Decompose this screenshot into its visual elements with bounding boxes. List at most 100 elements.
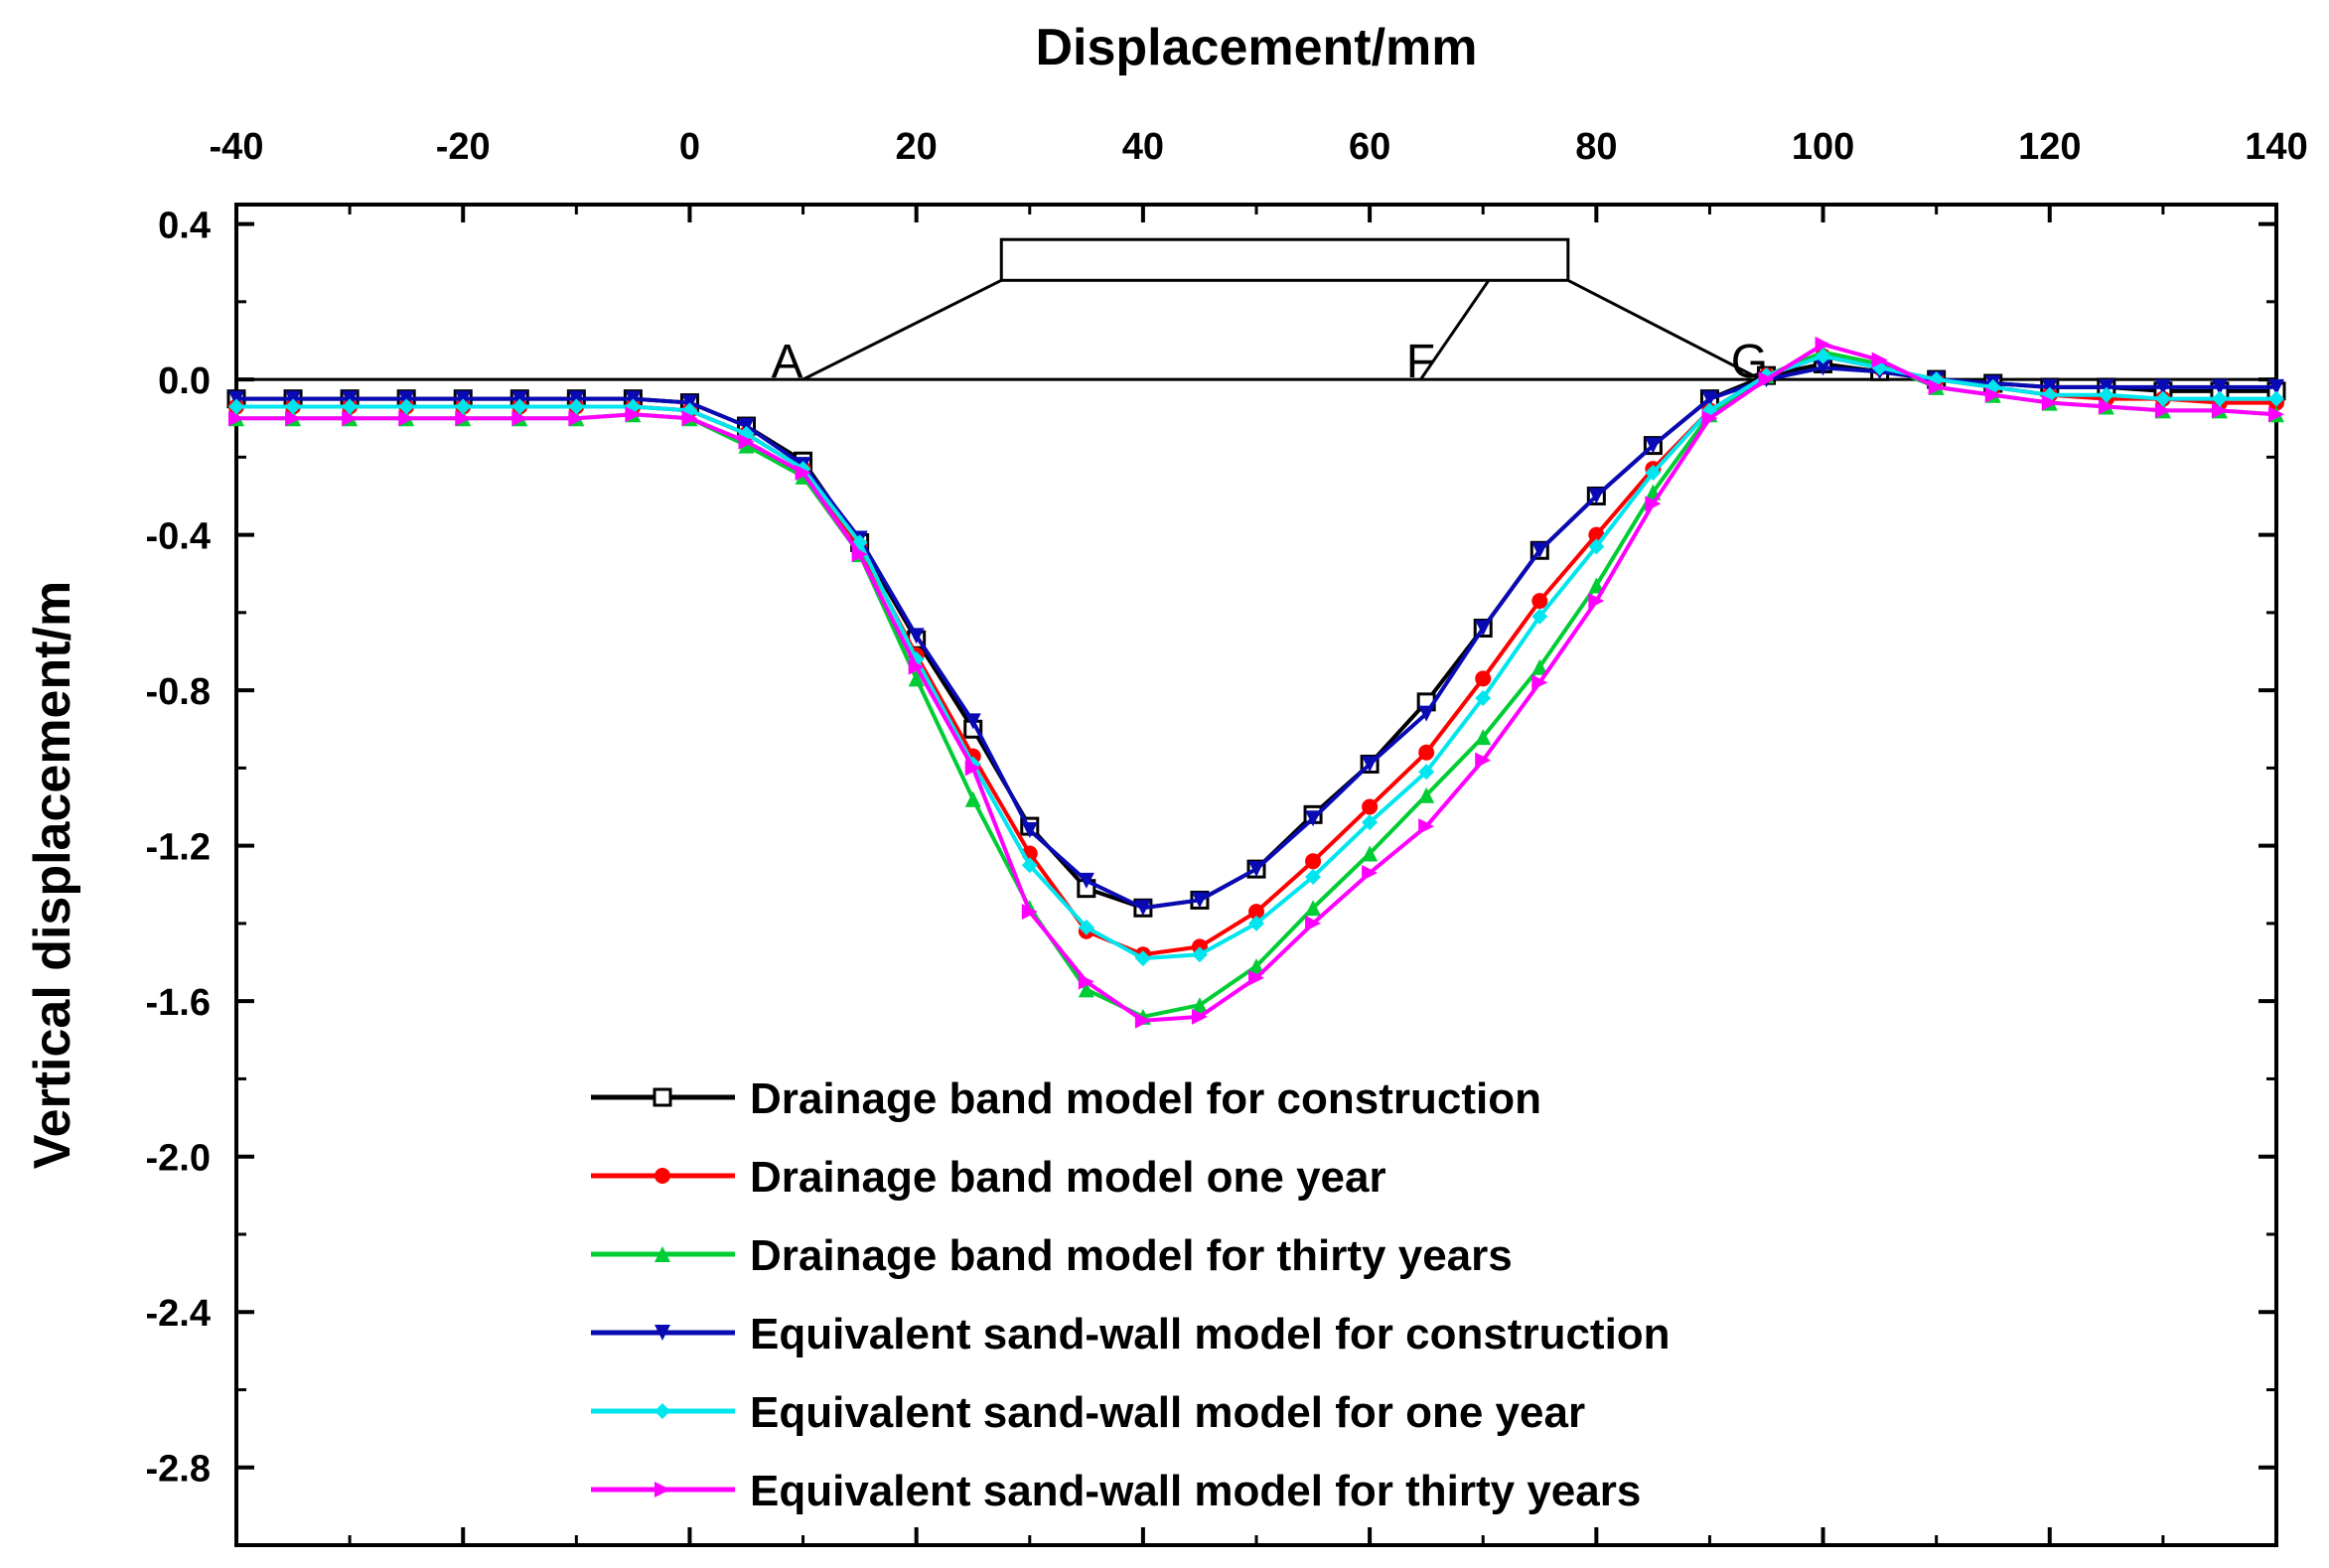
- x-tick-label: 60: [1349, 126, 1390, 168]
- y-tick-label: 0.4: [158, 206, 211, 247]
- series-point: [1134, 950, 1151, 967]
- series-line: [236, 361, 2276, 911]
- legend-swatch-marker: [655, 1168, 670, 1184]
- series-point: [964, 790, 981, 807]
- series-6: [228, 336, 2284, 1029]
- series-point: [1248, 904, 1264, 921]
- series-point: [455, 398, 472, 415]
- series-point: [1588, 577, 1605, 594]
- series-point: [1418, 764, 1435, 781]
- y-tick-label: -2.8: [146, 1449, 211, 1491]
- series-point: [1475, 620, 1492, 637]
- x-tick-label: 140: [2245, 126, 2307, 168]
- series-point: [908, 628, 925, 644]
- series-point: [1021, 857, 1038, 874]
- series-point: [228, 410, 244, 427]
- embankment-point-label: A: [772, 336, 803, 388]
- series-point: [398, 398, 415, 415]
- x-tick-label: 80: [1575, 126, 1617, 168]
- legend-label: Equivalent sand-wall model for thirty ye…: [750, 1467, 1641, 1515]
- series-layer: [226, 336, 2286, 1029]
- series-point: [1191, 892, 1208, 909]
- y-tick-label: 0.0: [158, 360, 211, 402]
- series-point: [342, 410, 359, 427]
- series-point: [1362, 798, 1379, 815]
- series-point: [2211, 390, 2228, 407]
- series-point: [2154, 402, 2171, 419]
- series-point: [2211, 402, 2228, 419]
- series-point: [1248, 915, 1264, 931]
- series-point: [1305, 900, 1322, 917]
- series-point: [228, 398, 244, 415]
- series-point: [1588, 488, 1605, 504]
- x-tick-label: 20: [896, 126, 938, 168]
- series-point: [2154, 390, 2171, 407]
- series-point: [625, 406, 642, 423]
- legend-swatch-marker: [655, 1403, 670, 1419]
- axis-ticks: -40 -20 0 20 40 60 80 100 120 140 0.4 0.0 -0.4 -0.8 -1…: [146, 126, 2308, 1545]
- series-point: [1815, 359, 1831, 376]
- legend-label: Equivalent sand-wall model for one year: [750, 1388, 1585, 1437]
- series-point: [908, 658, 925, 675]
- series-point: [1645, 437, 1662, 454]
- series-point: [511, 398, 528, 415]
- series-point: [1248, 957, 1264, 974]
- series-line: [236, 365, 2276, 911]
- series-4: [228, 359, 2284, 917]
- series-point: [1475, 752, 1492, 769]
- series-point: [455, 410, 472, 427]
- series-point: [908, 670, 925, 687]
- series-point: [2098, 398, 2114, 415]
- x-tick-label: -40: [210, 126, 264, 168]
- series-point: [1418, 744, 1435, 761]
- series-point: [1248, 969, 1264, 986]
- series-point: [285, 398, 302, 415]
- series-point: [681, 410, 698, 427]
- series-point: [1475, 729, 1492, 746]
- series-point: [1305, 915, 1322, 931]
- series-point: [1815, 348, 1831, 364]
- series-point: [2154, 378, 2171, 395]
- y-axis-title: Vertical displacement/m: [24, 581, 81, 1170]
- legend-swatch-marker: [655, 1246, 670, 1262]
- series-point: [1645, 496, 1662, 512]
- series-point: [1418, 705, 1435, 722]
- legend-label: Drainage band model one year: [750, 1153, 1386, 1202]
- y-tick-label: -1.6: [146, 982, 211, 1024]
- series-point: [1191, 946, 1208, 963]
- embankment-slope-right: [1567, 278, 1762, 381]
- series-point: [2268, 378, 2284, 395]
- legend-label: Drainage band model for thirty years: [750, 1231, 1513, 1280]
- series-point: [1362, 814, 1379, 831]
- series-point: [1475, 689, 1492, 706]
- series-point: [511, 410, 528, 427]
- y-tick-label: -1.2: [146, 827, 211, 869]
- embankment-crest: [999, 237, 1570, 282]
- series-point: [568, 398, 585, 415]
- series-point: [1758, 371, 1775, 388]
- legend-label: Equivalent sand-wall model for construct…: [750, 1310, 1671, 1358]
- embankment-inner-slope: [1419, 279, 1491, 380]
- series-point: [1531, 593, 1548, 610]
- x-tick-label: 0: [679, 126, 700, 168]
- series-point: [1588, 593, 1605, 610]
- legend-swatch-marker: [653, 1087, 672, 1107]
- series-point: [1701, 410, 1718, 427]
- series-point: [1531, 542, 1548, 559]
- legend-label: Drainage band model for construction: [750, 1074, 1541, 1123]
- legend-swatch-marker: [655, 1482, 670, 1497]
- legend: Drainage band model for construction Drai…: [591, 1074, 1671, 1515]
- series-point: [1815, 336, 1831, 353]
- series-point: [398, 410, 415, 427]
- series-point: [1134, 1012, 1151, 1029]
- series-point: [1531, 658, 1548, 675]
- x-axis-title: Displacement/mm: [1035, 19, 1477, 76]
- series-point: [1021, 822, 1038, 838]
- series-point: [1078, 981, 1094, 998]
- series-point: [1362, 865, 1379, 882]
- series-point: [1928, 378, 1945, 395]
- series-point: [2211, 378, 2228, 395]
- series-point: [1701, 390, 1718, 407]
- series-point: [1588, 538, 1605, 555]
